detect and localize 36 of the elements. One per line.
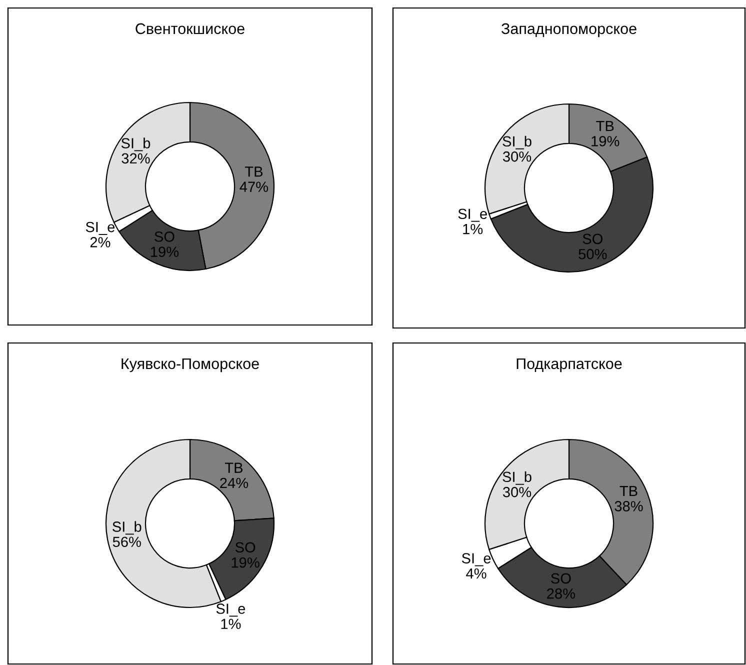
- data-label: 19%: [232, 557, 260, 568]
- data-label: 4%: [466, 568, 486, 579]
- slice-label: SI_b: [112, 521, 142, 535]
- slice-label: SI_e: [216, 604, 246, 617]
- slice-label: SO: [582, 234, 602, 244]
- data-label: 19%: [151, 246, 179, 257]
- slice-label: SI_e: [462, 553, 491, 566]
- slice-label: SI_e: [458, 208, 487, 222]
- slice-label: SI_e: [86, 222, 115, 235]
- data-label: 19%: [592, 136, 620, 146]
- data-label: 47%: [240, 182, 268, 192]
- data-label: 28%: [547, 588, 576, 599]
- data-label: 32%: [122, 153, 150, 164]
- slice-label: SO: [551, 573, 571, 584]
- data-label: 2%: [90, 237, 110, 248]
- data-label: 50%: [578, 248, 607, 260]
- chart-title: Свентокшиское: [136, 23, 244, 34]
- chart-title: Подкарпатское: [516, 358, 622, 372]
- slice-label: TB: [244, 166, 263, 177]
- data-label: 38%: [614, 501, 643, 512]
- slice-label: SI_b: [502, 136, 532, 150]
- slice-label: TB: [596, 121, 614, 132]
- data-label: 1%: [463, 224, 483, 234]
- data-label: 30%: [502, 151, 532, 162]
- data-label: 1%: [221, 618, 241, 629]
- chart-title: Куявско-Поморское: [122, 358, 259, 372]
- data-label: 56%: [112, 536, 141, 548]
- slice-label: SI_b: [121, 138, 150, 152]
- chart-title: Западнопоморское: [501, 23, 636, 38]
- data-label: 24%: [220, 478, 248, 488]
- slice-label: SO: [154, 231, 174, 242]
- data-label: 30%: [502, 486, 532, 498]
- slice-label: SI_b: [502, 471, 532, 485]
- slice-label: TB: [620, 486, 638, 496]
- slice-label: SO: [235, 542, 256, 553]
- slice-label: TB: [225, 462, 243, 473]
